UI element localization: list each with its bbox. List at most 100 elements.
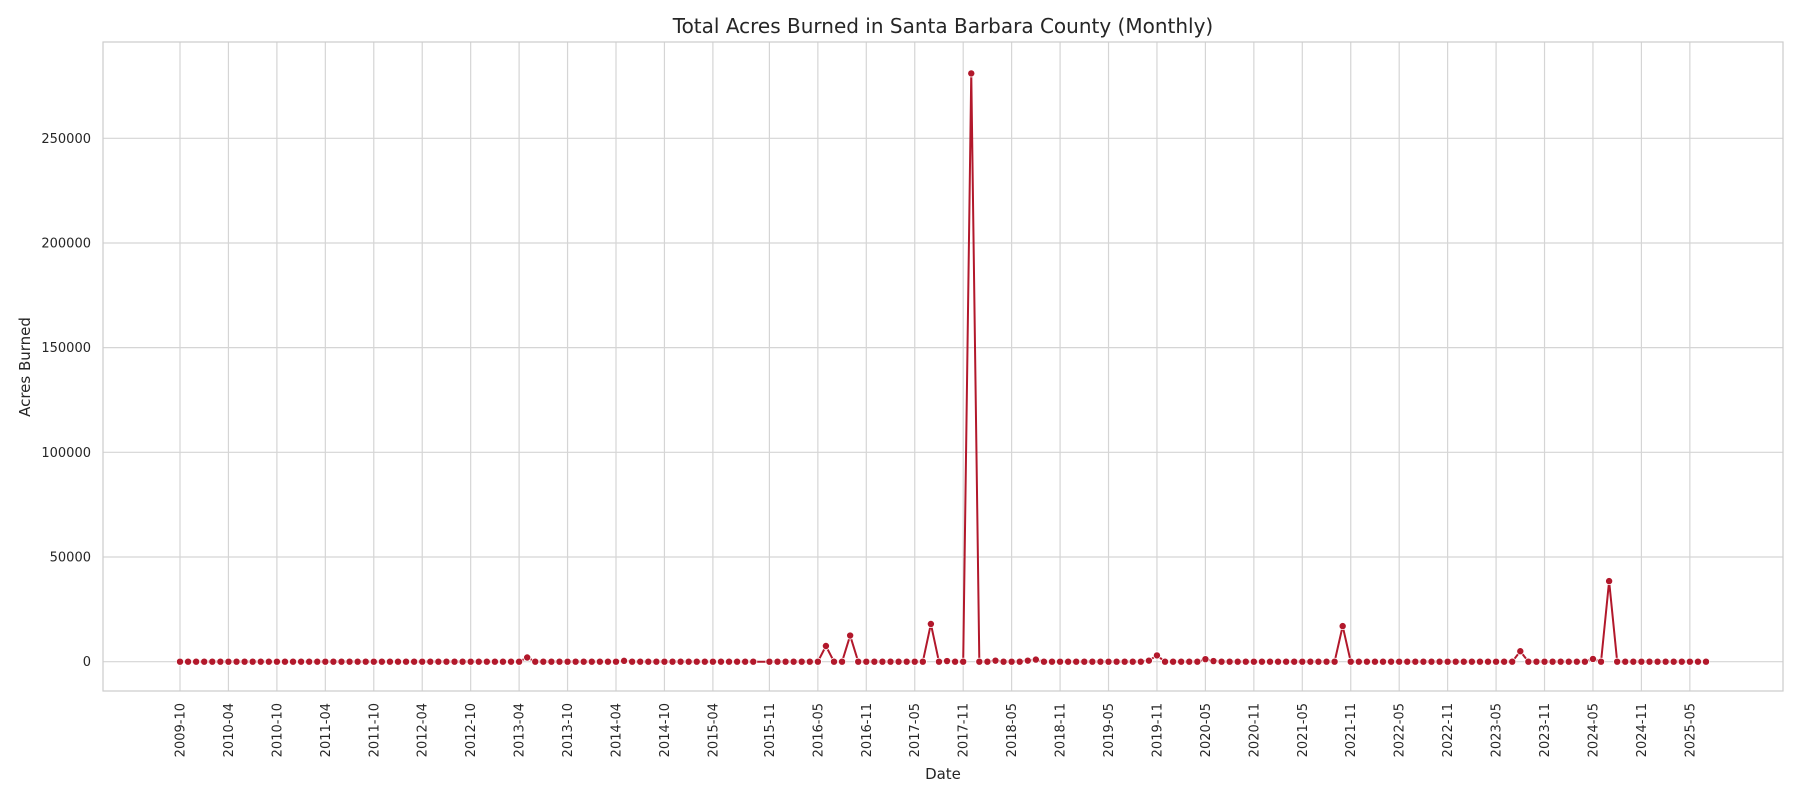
- data-point: [628, 657, 637, 666]
- data-point: [1661, 657, 1670, 666]
- data-point: [684, 657, 693, 666]
- data-point: [781, 657, 790, 666]
- data-point: [1572, 657, 1581, 666]
- data-point: [926, 620, 935, 629]
- data-point: [248, 657, 257, 666]
- x-tick-label: 2012-10: [464, 703, 479, 757]
- data-point: [1338, 622, 1347, 631]
- data-point: [1605, 577, 1614, 586]
- data-point: [660, 657, 669, 666]
- x-tick-label: 2018-11: [1054, 703, 1069, 757]
- data-point: [1298, 657, 1307, 666]
- data-point: [531, 657, 540, 666]
- data-point: [951, 657, 960, 666]
- data-point: [733, 657, 742, 666]
- data-point: [789, 657, 798, 666]
- data-point: [1532, 657, 1541, 666]
- data-point: [1613, 657, 1622, 666]
- data-point: [1677, 657, 1686, 666]
- data-point: [1112, 657, 1121, 666]
- data-point: [547, 657, 556, 666]
- data-point: [983, 657, 992, 666]
- data-point: [450, 657, 459, 666]
- data-point: [797, 657, 806, 666]
- data-point: [830, 657, 839, 666]
- data-point: [1064, 657, 1073, 666]
- data-point: [385, 657, 394, 666]
- data-point: [361, 657, 370, 666]
- data-point: [1249, 657, 1258, 666]
- data-point: [595, 657, 604, 666]
- data-point: [579, 657, 588, 666]
- x-tick-label: 2023-05: [1490, 703, 1505, 757]
- x-tick-label: 2022-05: [1393, 703, 1408, 757]
- data-point: [644, 657, 653, 666]
- data-point: [1419, 657, 1428, 666]
- data-point: [442, 657, 451, 666]
- data-point: [337, 657, 346, 666]
- data-point: [1500, 657, 1509, 666]
- data-point: [232, 657, 241, 666]
- data-point: [708, 657, 717, 666]
- data-point: [1177, 657, 1186, 666]
- data-point: [184, 657, 193, 666]
- data-point: [1403, 657, 1412, 666]
- data-point: [1669, 657, 1678, 666]
- data-point: [1685, 657, 1694, 666]
- data-point: [1322, 657, 1331, 666]
- data-point: [555, 657, 564, 666]
- data-point: [321, 657, 330, 666]
- data-point: [1492, 657, 1501, 666]
- data-point: [482, 657, 491, 666]
- data-point: [1080, 657, 1089, 666]
- data-point: [587, 657, 596, 666]
- data-point: [571, 657, 580, 666]
- x-axis-label: Date: [925, 765, 961, 783]
- x-tick-label: 2017-05: [908, 703, 923, 757]
- data-point: [1346, 657, 1355, 666]
- data-point: [1217, 657, 1226, 666]
- data-point: [1120, 657, 1129, 666]
- x-tick-label: 2016-11: [860, 703, 875, 757]
- x-tick-label: 2024-05: [1586, 703, 1601, 757]
- data-point: [1370, 657, 1379, 666]
- data-point: [1693, 657, 1702, 666]
- y-tick-label: 100000: [41, 446, 91, 461]
- x-tick-label: 2012-04: [416, 703, 431, 757]
- plot-frame: [102, 41, 1784, 692]
- data-point: [1185, 657, 1194, 666]
- data-point: [297, 657, 306, 666]
- data-point: [1637, 657, 1646, 666]
- data-point: [846, 631, 855, 640]
- data-point: [507, 657, 516, 666]
- data-point: [967, 69, 976, 78]
- x-tick-label: 2021-11: [1344, 703, 1359, 757]
- data-point: [192, 657, 201, 666]
- data-point: [1144, 656, 1153, 665]
- data-point: [862, 657, 871, 666]
- data-point: [313, 657, 322, 666]
- data-point: [1548, 657, 1557, 666]
- y-tick-label: 150000: [41, 341, 91, 356]
- data-point: [1056, 657, 1065, 666]
- data-point: [636, 657, 645, 666]
- y-axis-ticks: 0 50000 100000 150000 200000 250000: [41, 132, 91, 670]
- data-point: [563, 657, 572, 666]
- data-point: [1379, 657, 1388, 666]
- x-tick-label: 2022-11: [1441, 703, 1456, 757]
- x-tick-label: 2019-11: [1150, 703, 1165, 757]
- data-point: [1007, 657, 1016, 666]
- data-point: [620, 656, 629, 665]
- data-point: [1427, 657, 1436, 666]
- data-point: [1169, 657, 1178, 666]
- y-tick-label: 200000: [41, 236, 91, 251]
- data-point: [821, 641, 830, 650]
- data-point: [805, 657, 814, 666]
- data-point: [1411, 657, 1420, 666]
- data-point: [773, 657, 782, 666]
- data-point: [1653, 657, 1662, 666]
- data-point: [894, 657, 903, 666]
- data-point: [1645, 657, 1654, 666]
- x-tick-label: 2013-04: [513, 703, 528, 757]
- data-point: [272, 657, 281, 666]
